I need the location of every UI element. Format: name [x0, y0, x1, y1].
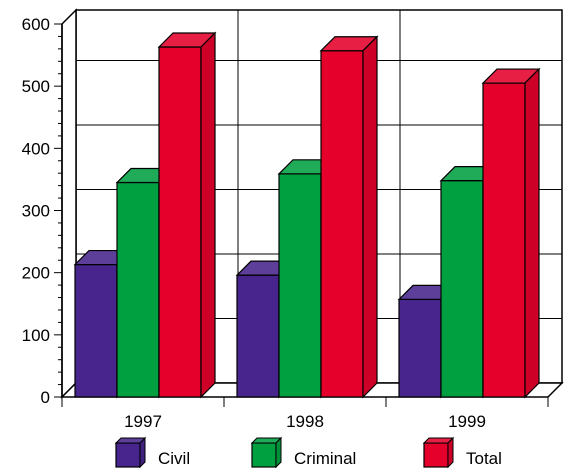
- bar-front: [116, 181, 160, 398]
- legend-label: Total: [466, 449, 502, 468]
- bar-front: [398, 298, 442, 398]
- legend-item-criminal: Criminal: [250, 436, 356, 469]
- legend-swatch-side: [275, 436, 282, 469]
- bar-total: [481, 67, 541, 399]
- bar-front: [236, 274, 280, 398]
- y-tick-label: 100: [22, 326, 50, 345]
- legend-swatch: [423, 442, 449, 468]
- x-tick-label: 1997: [124, 412, 162, 431]
- bar-total: [319, 35, 379, 399]
- side-wall: [61, 8, 77, 399]
- y-tick-label: 200: [22, 264, 50, 283]
- legend-item-civil: Civil: [114, 436, 190, 469]
- legend-swatch-side: [447, 436, 454, 469]
- legend-swatch: [115, 442, 141, 468]
- y-tick-label: 400: [22, 139, 50, 158]
- bar-total: [157, 31, 217, 399]
- bar-front: [278, 173, 322, 398]
- bar-front: [158, 46, 202, 398]
- bar-side: [524, 67, 540, 399]
- y-tick-label: 500: [22, 77, 50, 96]
- legend-label: Criminal: [294, 449, 356, 468]
- bar-front: [440, 180, 484, 398]
- y-tick-label: 600: [22, 15, 50, 34]
- x-tick-label: 1998: [286, 412, 324, 431]
- bar-front: [482, 82, 526, 398]
- bar-front: [320, 50, 364, 398]
- legend-swatch: [251, 442, 277, 468]
- y-tick-label: 0: [41, 388, 50, 407]
- legend-item-total: Total: [422, 436, 502, 469]
- legend-swatch-side: [139, 436, 146, 469]
- y-tick-label: 300: [22, 202, 50, 221]
- bar-front: [74, 263, 118, 398]
- bar-side: [362, 35, 378, 399]
- legend-label: Civil: [158, 449, 190, 468]
- x-tick-label: 1999: [448, 412, 486, 431]
- bar-side: [200, 31, 216, 399]
